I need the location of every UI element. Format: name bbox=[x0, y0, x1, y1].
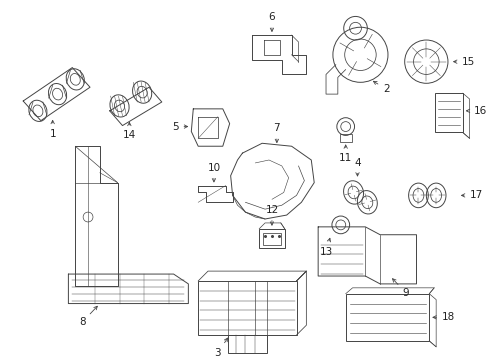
Text: 16: 16 bbox=[466, 106, 486, 116]
Text: 11: 11 bbox=[338, 145, 351, 163]
Text: 4: 4 bbox=[353, 158, 360, 176]
Text: 7: 7 bbox=[273, 123, 280, 143]
Text: 5: 5 bbox=[172, 122, 187, 131]
Text: 13: 13 bbox=[319, 238, 332, 257]
Bar bbox=[259, 229, 284, 248]
Text: 1: 1 bbox=[49, 121, 56, 139]
Text: 17: 17 bbox=[461, 190, 482, 201]
Text: 6: 6 bbox=[268, 12, 275, 31]
Text: 18: 18 bbox=[432, 312, 454, 322]
Text: 15: 15 bbox=[453, 57, 474, 67]
Text: 12: 12 bbox=[265, 205, 278, 225]
Bar bbox=[434, 93, 462, 132]
Bar bbox=[198, 281, 296, 335]
Text: 9: 9 bbox=[392, 279, 408, 298]
Text: 8: 8 bbox=[79, 306, 97, 327]
Bar bbox=[263, 233, 280, 244]
Text: 10: 10 bbox=[207, 163, 220, 182]
Text: 14: 14 bbox=[122, 122, 136, 140]
Bar bbox=[345, 294, 428, 341]
Bar bbox=[339, 134, 351, 142]
Text: 2: 2 bbox=[373, 81, 389, 94]
Text: 3: 3 bbox=[214, 338, 227, 358]
Bar bbox=[227, 335, 266, 353]
